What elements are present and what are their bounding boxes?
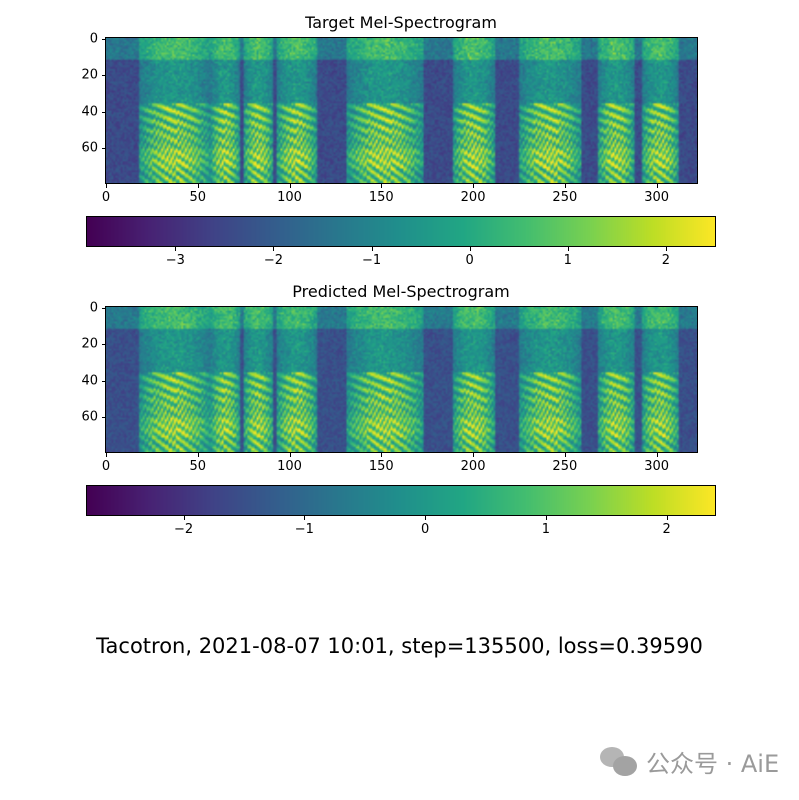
target-colorbar-gradient	[87, 217, 715, 246]
x-tick-mark	[197, 184, 199, 188]
x-tick-mark	[197, 453, 199, 457]
colorbar-tick-label: −2	[174, 522, 194, 537]
colorbar-tick-label: −3	[165, 253, 185, 268]
colorbar-tick-label: −1	[294, 522, 314, 537]
x-tick-mark	[473, 453, 475, 457]
watermark-text: 公众号 · AiE	[646, 749, 780, 778]
y-tick-mark	[102, 344, 106, 346]
colorbar-tick-mark	[183, 516, 185, 520]
colorbar-tick-label: −1	[361, 253, 382, 268]
x-tick-label: 0	[101, 459, 111, 474]
y-tick-mark	[102, 380, 106, 382]
watermark: 公众号 · AiE	[600, 741, 779, 781]
predicted-colorbar-frame	[86, 485, 716, 516]
y-tick-mark	[102, 39, 106, 40]
colorbar-tick-label: 1	[563, 253, 572, 268]
predicted-plot-frame	[105, 306, 698, 453]
x-tick-mark	[473, 184, 475, 188]
y-tick-mark	[102, 111, 106, 113]
training-caption: Tacotron, 2021-08-07 10:01, step=135500,…	[96, 634, 703, 658]
x-tick-label: 50	[189, 459, 207, 474]
x-tick-label: 50	[189, 190, 207, 205]
x-tick-label: 100	[277, 190, 302, 205]
colorbar-tick-mark	[304, 516, 306, 520]
y-tick-label: 20	[81, 67, 98, 83]
colorbar-tick-mark	[666, 516, 668, 520]
x-tick-label: 300	[644, 459, 670, 474]
colorbar-tick-mark	[425, 516, 427, 520]
x-tick-mark	[106, 184, 107, 188]
colorbar-tick-mark	[545, 516, 547, 520]
x-tick-mark	[656, 453, 658, 457]
x-tick-label: 150	[368, 190, 394, 205]
colorbar-tick-label: 1	[541, 522, 551, 537]
colorbar-tick-mark	[567, 247, 569, 251]
y-tick-label: 60	[81, 140, 98, 156]
predicted-panel-title: Predicted Mel-Spectrogram	[292, 282, 510, 301]
x-tick-mark	[289, 184, 291, 188]
x-tick-mark	[564, 184, 566, 188]
target-colorbar-frame	[86, 216, 716, 247]
x-tick-mark	[289, 453, 291, 457]
colorbar-tick-mark	[175, 247, 177, 251]
y-tick-mark	[102, 417, 106, 419]
wechat-icon	[600, 745, 638, 777]
colorbar-tick-label: −2	[263, 253, 284, 268]
colorbar-tick-mark	[665, 247, 667, 251]
predicted-spectrogram	[106, 307, 697, 452]
y-tick-mark	[102, 148, 106, 150]
colorbar-tick-mark	[469, 247, 471, 251]
colorbar-tick-mark	[273, 247, 275, 251]
y-tick-mark	[102, 308, 106, 309]
y-tick-label: 20	[81, 336, 98, 352]
x-tick-mark	[564, 453, 566, 457]
x-tick-label: 200	[460, 459, 486, 474]
colorbar-tick-mark	[371, 247, 373, 251]
predicted-colorbar-gradient	[87, 486, 715, 515]
x-tick-mark	[106, 453, 107, 457]
x-tick-label: 250	[552, 459, 578, 474]
target-panel-title: Target Mel-Spectrogram	[305, 13, 497, 32]
colorbar-tick-label: 2	[661, 253, 671, 268]
x-tick-mark	[656, 184, 658, 188]
target-plot-frame	[105, 37, 698, 184]
target-spectrogram	[106, 38, 697, 183]
y-tick-label: 0	[89, 300, 98, 316]
y-tick-label: 0	[89, 31, 98, 47]
x-tick-label: 150	[368, 459, 394, 474]
x-tick-label: 300	[644, 190, 670, 205]
x-tick-label: 0	[101, 190, 111, 205]
colorbar-tick-label: 0	[421, 522, 430, 537]
y-tick-label: 40	[81, 104, 98, 120]
y-tick-label: 60	[81, 409, 98, 425]
x-tick-label: 100	[277, 459, 302, 474]
x-tick-label: 200	[460, 190, 486, 205]
x-tick-mark	[381, 453, 383, 457]
colorbar-tick-label: 2	[662, 522, 671, 537]
colorbar-tick-label: 0	[465, 253, 474, 268]
y-tick-label: 40	[81, 373, 98, 389]
x-tick-mark	[381, 184, 383, 188]
x-tick-label: 250	[552, 190, 578, 205]
y-tick-mark	[102, 75, 106, 77]
